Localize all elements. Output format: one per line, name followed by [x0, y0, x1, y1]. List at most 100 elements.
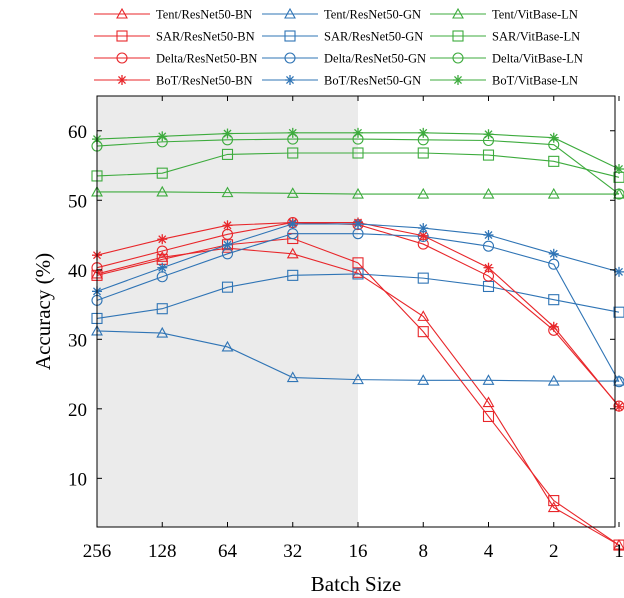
- shaded-region: [97, 96, 358, 527]
- legend-item: Tent/ResNet50-BN: [94, 8, 252, 22]
- data-point: [352, 268, 364, 280]
- data-point: [482, 410, 495, 423]
- legend-item: Delta/VitBase-LN: [430, 52, 583, 66]
- data-point: [221, 148, 234, 160]
- data-point: [482, 374, 495, 385]
- y-tick-label: 20: [68, 400, 87, 421]
- legend-label: BoT/ResNet50-BN: [156, 74, 253, 88]
- legend-label: SAR/VitBase-LN: [492, 30, 580, 44]
- x-axis-title: Batch Size: [311, 572, 401, 596]
- data-point: [418, 223, 429, 234]
- series-line: [97, 191, 619, 195]
- data-point: [156, 303, 168, 315]
- legend-item: Delta/ResNet50-BN: [94, 52, 257, 66]
- legend-marker: [453, 75, 463, 85]
- data-point: [613, 374, 624, 386]
- data-point: [613, 187, 624, 199]
- series-line: [96, 233, 620, 382]
- data-point: [613, 538, 624, 550]
- legend-label: Tent/ResNet50-BN: [156, 8, 252, 22]
- legend-marker: [116, 30, 128, 42]
- plot-frame: [96, 95, 616, 528]
- data-point: [483, 262, 494, 273]
- legend-label: SAR/ResNet50-BN: [156, 30, 255, 44]
- data-point: [483, 230, 494, 241]
- series-bot-vitbase-ln: [92, 127, 624, 174]
- legend-marker: [452, 52, 464, 64]
- series-line: [96, 152, 620, 178]
- data-point: [417, 374, 430, 385]
- legend-item: BoT/VitBase-LN: [430, 74, 578, 88]
- data-point: [418, 127, 429, 138]
- y-tick-label: 60: [68, 122, 87, 143]
- data-point: [353, 127, 363, 138]
- data-point: [613, 188, 624, 200]
- data-point: [286, 247, 299, 259]
- series-layer: [91, 127, 624, 551]
- data-point: [613, 539, 624, 551]
- legend-item: SAR/VitBase-LN: [430, 30, 580, 44]
- data-point: [614, 163, 624, 174]
- x-tick-label: 32: [283, 541, 302, 562]
- x-tick-label: 1: [614, 541, 624, 562]
- x-tick-label: 128: [148, 541, 177, 562]
- legend-label: Tent/ResNet50-GN: [324, 8, 421, 22]
- legend: Tent/ResNet50-BN Tent/ResNet50-GN Tent/Vit…: [94, 8, 583, 88]
- legend-label: BoT/ResNet50-GN: [324, 74, 421, 88]
- y-tick-label: 40: [68, 261, 87, 282]
- x-tick-label: 256: [83, 541, 112, 562]
- series-sar-vitbase-ln: [91, 147, 624, 183]
- data-point: [418, 230, 429, 241]
- data-point: [221, 281, 234, 293]
- x-tick-label: 64: [218, 541, 238, 562]
- data-point: [157, 262, 168, 273]
- data-point: [548, 248, 559, 259]
- data-point: [417, 147, 429, 159]
- data-point: [614, 401, 624, 412]
- x-tick-label: 4: [484, 541, 494, 562]
- y-tick-label: 30: [68, 330, 87, 351]
- data-point: [156, 167, 168, 179]
- y-axis-title: Accuracy (%): [31, 253, 55, 370]
- legend-label: Tent/VitBase-LN: [492, 8, 578, 22]
- data-point: [548, 294, 560, 306]
- data-point: [286, 371, 299, 383]
- data-point: [221, 186, 234, 198]
- legend-item: SAR/ResNet50-GN: [262, 30, 423, 44]
- legend-label: Delta/VitBase-LN: [492, 52, 583, 66]
- legend-marker: [284, 30, 296, 42]
- y-tick-label: 50: [68, 191, 87, 212]
- data-point: [222, 220, 233, 231]
- legend-item: BoT/ResNet50-GN: [262, 74, 421, 88]
- legend-marker: [284, 52, 296, 64]
- legend-item: Tent/VitBase-LN: [430, 8, 578, 22]
- legend-marker: [284, 7, 296, 19]
- data-point: [548, 155, 560, 167]
- data-point: [548, 132, 559, 143]
- data-point: [482, 187, 495, 199]
- data-point: [222, 128, 233, 139]
- legend-marker: [117, 75, 127, 85]
- data-point: [482, 396, 495, 408]
- data-point: [482, 240, 495, 252]
- legend-item: SAR/ResNet50-BN: [94, 30, 255, 44]
- data-point: [156, 245, 168, 257]
- data-point: [287, 218, 298, 229]
- data-point: [613, 306, 624, 318]
- data-point: [352, 267, 364, 278]
- legend-item: Delta/ResNet50-GN: [262, 52, 426, 66]
- series-tent-vitbase-ln: [91, 185, 624, 199]
- data-point: [157, 131, 168, 142]
- data-point: [156, 251, 169, 262]
- data-point: [221, 340, 234, 352]
- series-line: [96, 330, 619, 382]
- data-point: [417, 326, 429, 338]
- data-point: [286, 187, 299, 198]
- data-point: [547, 374, 560, 386]
- series-line: [96, 273, 620, 319]
- data-point: [156, 326, 169, 338]
- series-line: [96, 237, 620, 546]
- data-point: [287, 147, 299, 159]
- data-point: [287, 127, 298, 138]
- data-point: [156, 185, 169, 197]
